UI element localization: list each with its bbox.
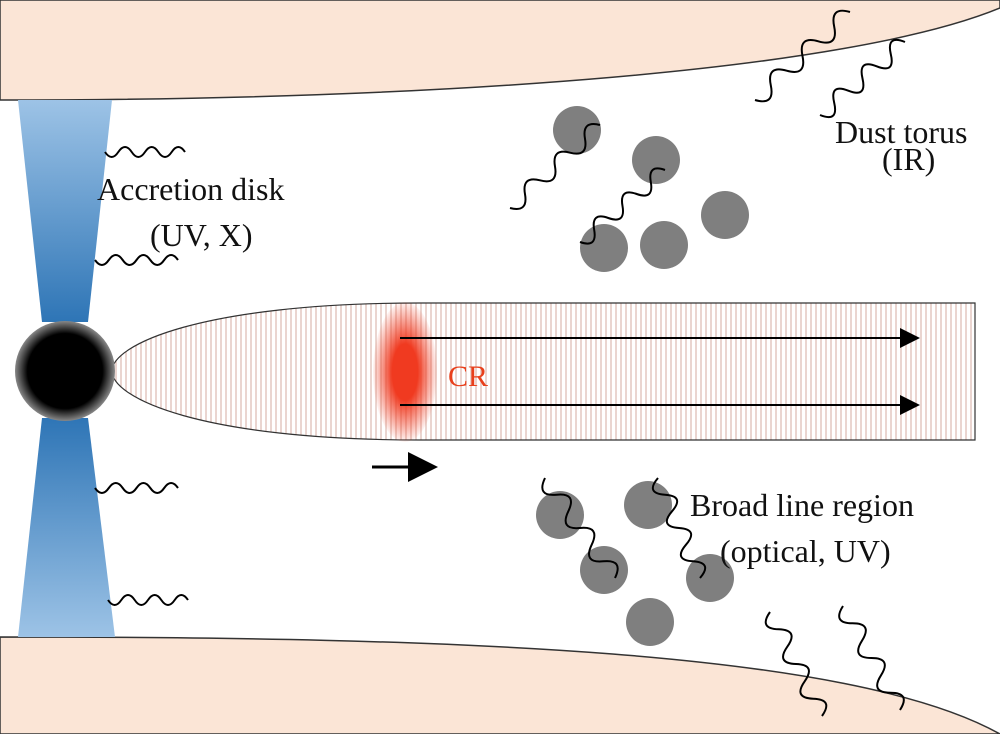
photon-wave — [95, 483, 178, 493]
disk-upper — [18, 100, 112, 322]
region-name: Accretion disk — [97, 171, 285, 207]
agn-diagram: Accretion disk (UV, X) Dust torus (IR) B… — [0, 0, 1000, 734]
cloud — [701, 191, 749, 239]
photon-wave — [105, 147, 185, 157]
cloud — [640, 221, 688, 269]
disk-lower — [18, 418, 115, 637]
jet — [112, 303, 975, 440]
black-hole — [15, 321, 115, 421]
cr-blob — [373, 302, 437, 442]
torus-bottom — [0, 637, 1000, 734]
cloud — [580, 224, 628, 272]
cloud — [536, 491, 584, 539]
region-band: (IR) — [882, 141, 935, 177]
cloud — [553, 106, 601, 154]
region-band: (optical, UV) — [720, 533, 891, 569]
cloud — [626, 598, 674, 646]
region-name: Broad line region — [690, 487, 914, 523]
region-band: (UV, X) — [150, 217, 253, 253]
cloud — [632, 136, 680, 184]
jet-label: CR — [448, 360, 488, 393]
photon-wave — [820, 40, 905, 117]
photon-wave — [108, 595, 188, 605]
photon-wave — [95, 255, 178, 265]
cloud — [624, 481, 672, 529]
torus-top — [0, 0, 1000, 100]
cloud — [580, 546, 628, 594]
